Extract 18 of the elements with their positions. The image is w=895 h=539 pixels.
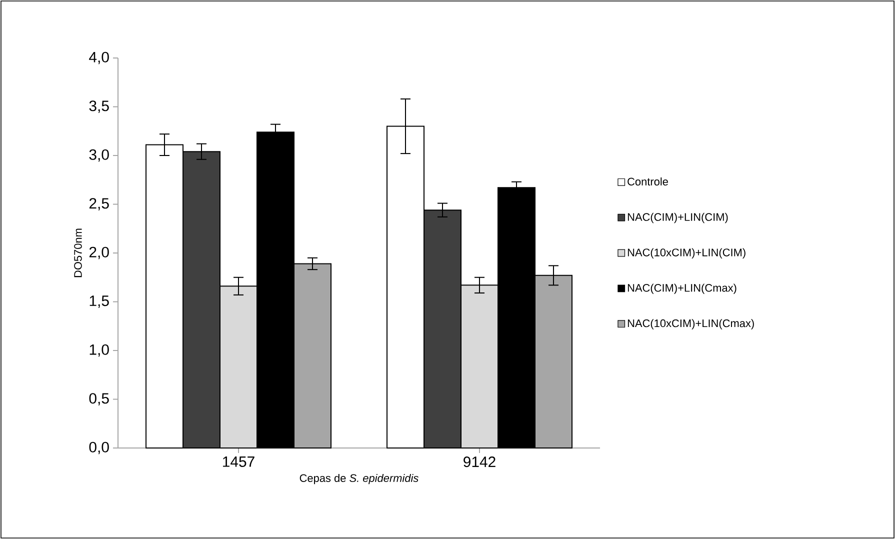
legend-label: NAC(10xCIM)+LIN(Cmax) [628,319,754,330]
y-axis-title: DO570nm [74,228,82,278]
legend-label: NAC(CIM)+LIN(CIM) [628,212,728,224]
legend-label: Controle [628,177,668,186]
y-tick-label: 3,5 [89,100,109,113]
x-tick-label: 1457 [223,456,254,467]
y-tick-label: 1,5 [90,296,109,308]
x-tick-label: 9142 [464,456,496,468]
y-tick-label: 4,0 [89,52,109,64]
y-tick-label: 2,5 [89,198,109,210]
y-tick-label: 0,0 [89,442,109,454]
legend-label: NAC(CIM)+LIN(Cmax) [628,284,736,294]
y-tick-label: 2,0 [89,246,109,260]
legend-label: NAC(10xCIM)+LIN(CIM) [628,248,746,258]
y-tick-label: 1,0 [90,344,109,357]
x-axis-title: Cepas de S. epidermidis [300,474,418,484]
y-tick-label: 0,5 [89,393,109,406]
y-tick-label: 3,0 [89,149,109,162]
